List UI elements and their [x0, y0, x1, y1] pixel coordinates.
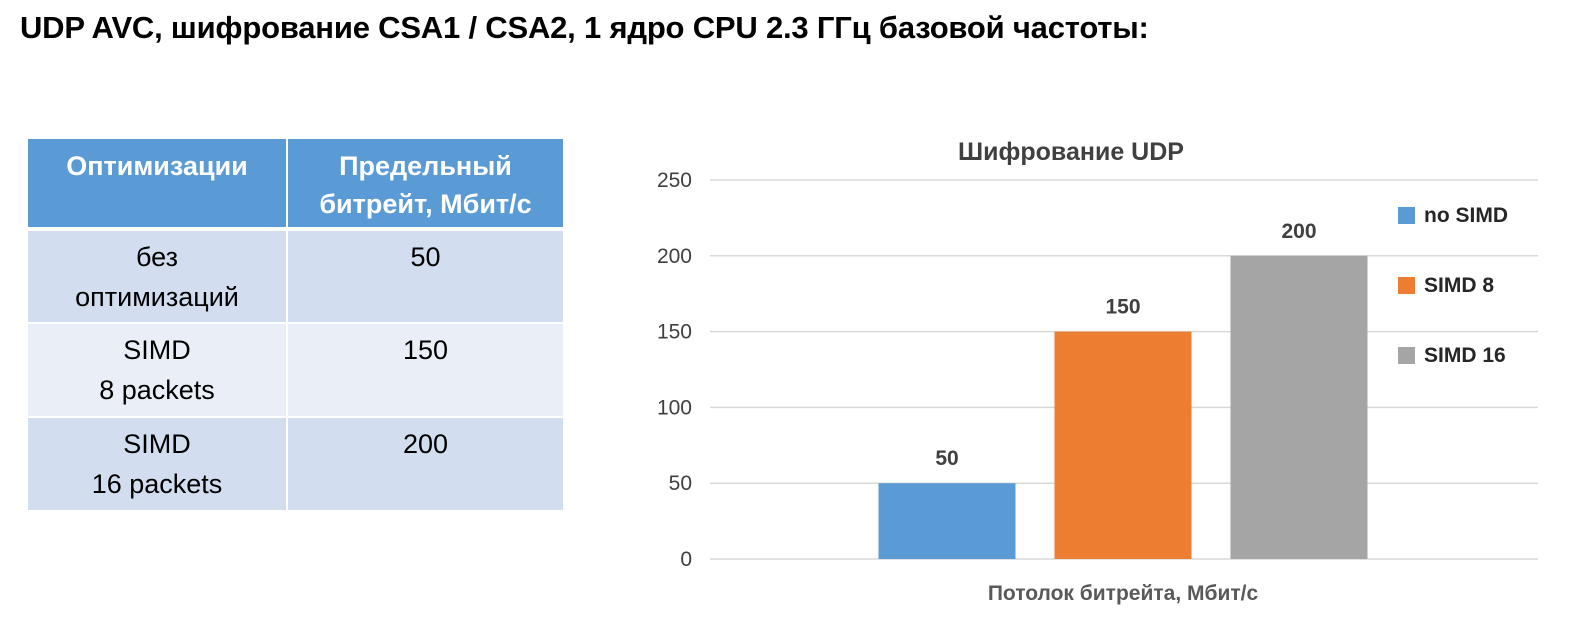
legend-swatch — [1398, 207, 1415, 224]
table-row: без оптимизаций 50 — [28, 229, 563, 324]
chart-title: Шифрование UDP — [958, 138, 1184, 166]
table-header-bitrate: Предельный битрейт, Мбит/с — [287, 139, 563, 231]
table-cell-bitrate: 50 — [287, 229, 563, 324]
y-tick-label: 100 — [657, 396, 692, 419]
chart-data-labels: 50 150 200 — [935, 220, 1316, 470]
cell-line: 16 packets — [91, 469, 223, 499]
data-label: 200 — [1281, 220, 1316, 243]
cell-line: SIMD — [123, 429, 191, 459]
data-label: 150 — [1105, 296, 1140, 319]
bar-simd-16 — [1230, 255, 1368, 560]
legend-label: SIMD 8 — [1424, 274, 1494, 297]
legend-swatch — [1398, 277, 1415, 294]
cell-line: оптимизаций — [75, 282, 239, 312]
y-tick-label: 0 — [680, 548, 692, 571]
table-header-optimizations: Оптимизации — [28, 139, 288, 231]
y-axis-ticks: 0 50 100 150 200 250 — [657, 169, 692, 571]
table-cell-optimization: без оптимизаций — [28, 229, 288, 324]
legend-label: SIMD 16 — [1424, 344, 1506, 367]
optimizations-table: Оптимизации Предельный битрейт, Мбит/с б… — [28, 139, 563, 512]
table-header-row: Оптимизации Предельный битрейт, Мбит/с — [28, 139, 563, 231]
legend-label: no SIMD — [1424, 204, 1508, 227]
cell-line: 8 packets — [99, 375, 215, 405]
legend-swatch — [1398, 347, 1415, 364]
data-label: 50 — [935, 447, 958, 470]
y-tick-label: 150 — [657, 321, 692, 344]
cell-line: SIMD — [123, 335, 191, 365]
table-row: SIMD 8 packets 150 — [28, 323, 563, 418]
bar-no-simd — [878, 483, 1016, 559]
table-cell-bitrate: 150 — [287, 323, 563, 418]
table-cell-bitrate: 200 — [287, 417, 563, 512]
table-row: SIMD 16 packets 200 — [28, 417, 563, 512]
cell-line: без — [136, 242, 178, 272]
table-cell-optimization: SIMD 16 packets — [28, 417, 288, 512]
x-axis-label: Потолок битрейта, Мбит/с — [988, 582, 1259, 605]
y-tick-label: 200 — [657, 245, 692, 268]
y-tick-label: 250 — [657, 169, 692, 192]
chart-bars — [878, 255, 1368, 560]
table-cell-optimization: SIMD 8 packets — [28, 323, 288, 418]
page-title: UDP AVC, шифрование CSA1 / CSA2, 1 ядро … — [20, 10, 1149, 45]
chart-legend: no SIMD SIMD 8 SIMD 16 — [1398, 204, 1508, 367]
y-tick-label: 50 — [669, 472, 692, 495]
bar-simd-8 — [1054, 331, 1192, 559]
